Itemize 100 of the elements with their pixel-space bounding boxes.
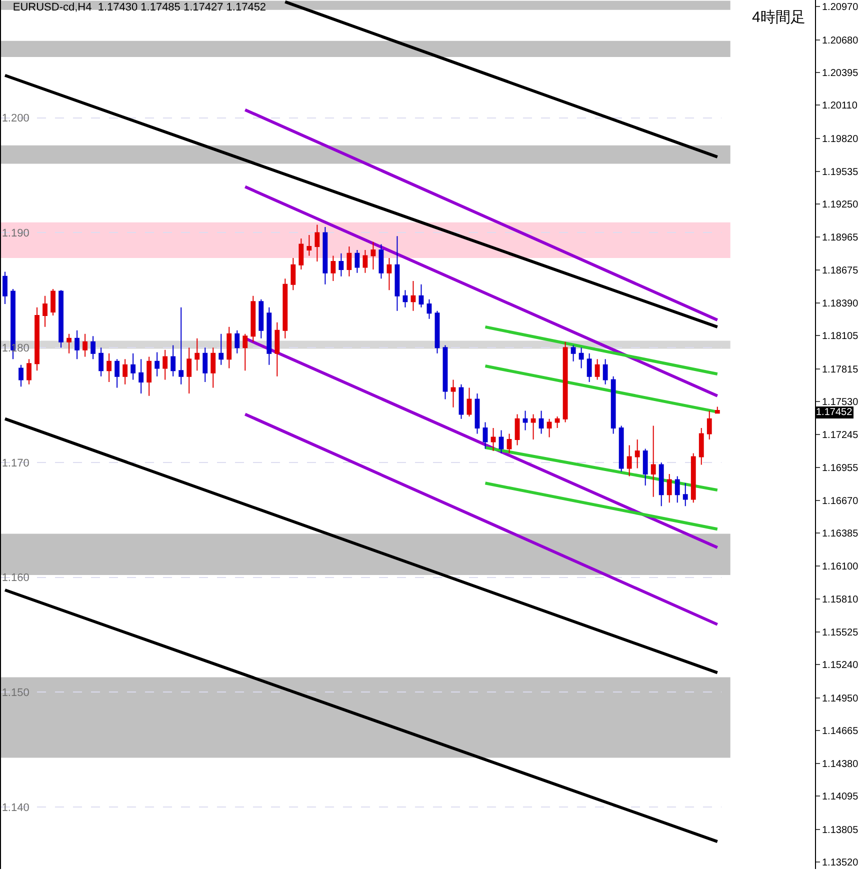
candlestick	[90, 336, 96, 360]
candlestick	[354, 249, 360, 274]
candlestick	[338, 252, 344, 277]
y2-tick-label: 1.20680	[822, 35, 859, 46]
candlestick	[594, 358, 600, 380]
candlestick	[658, 462, 664, 507]
candlestick	[626, 444, 632, 477]
y2-tick-label: 1.15525	[822, 627, 859, 638]
candlestick	[122, 358, 128, 385]
candlestick	[18, 364, 24, 388]
candlestick	[274, 322, 280, 377]
candlestick	[42, 295, 48, 328]
candlestick	[250, 295, 256, 342]
y2-tick-label: 1.19250	[822, 200, 859, 211]
candlestick	[482, 422, 488, 450]
candlestick	[402, 290, 408, 308]
candlestick	[322, 226, 328, 285]
candlestick	[650, 425, 656, 498]
candlestick	[634, 439, 640, 469]
candlestick	[514, 414, 520, 446]
y2-tick-label: 1.15240	[822, 660, 859, 672]
candlestick	[242, 333, 248, 372]
y2-tick-label: 1.13805	[822, 824, 859, 836]
candlestick	[186, 347, 192, 394]
y2-tick-label: 1.19535	[822, 166, 859, 178]
candlestick	[26, 358, 32, 385]
y2-tick-label: 1.16955	[822, 463, 859, 474]
candlestick	[578, 347, 584, 369]
candlestick	[138, 358, 144, 394]
candlestick	[610, 376, 616, 434]
candlestick	[618, 425, 624, 472]
candlestick	[314, 224, 320, 262]
candlestick	[466, 387, 472, 418]
y2-tick-label: 1.18965	[822, 232, 859, 244]
candlestick	[170, 344, 176, 377]
y2-tick-label: 1.14950	[822, 693, 859, 704]
y2-tick-label: 1.18675	[822, 266, 859, 277]
y2-tick-label: 1.18390	[822, 298, 859, 310]
candlestick	[442, 344, 448, 400]
candlestick	[698, 428, 704, 466]
candlestick	[130, 352, 136, 380]
candlestick	[82, 333, 88, 358]
candlestick	[506, 433, 512, 454]
candlestick	[98, 347, 104, 377]
candlestick	[546, 418, 552, 438]
candlestick	[522, 410, 528, 431]
y2-tick-label: 1.14380	[822, 758, 859, 770]
candlestick	[178, 306, 184, 385]
y2-tick-label: 1.17245	[822, 430, 859, 441]
y2-tick-label: 1.17815	[822, 364, 859, 376]
candlestick	[146, 356, 152, 396]
candlestick	[674, 476, 680, 504]
candlestick	[362, 249, 368, 274]
candlestick	[346, 246, 352, 277]
candlestick	[282, 278, 288, 339]
y-tick-label: 1.190	[2, 228, 30, 240]
candlestick	[378, 244, 384, 280]
candlestick	[666, 473, 672, 504]
candlestick	[394, 236, 400, 312]
candlestick	[434, 310, 440, 354]
candlestick	[418, 284, 424, 308]
y2-tick-label: 1.15810	[822, 594, 859, 606]
candlestick	[234, 330, 240, 354]
candlestick	[426, 298, 432, 320]
candlestick	[490, 428, 496, 452]
y2-tick-label: 1.20395	[822, 68, 859, 79]
candlestick	[690, 452, 696, 504]
candlestick	[258, 298, 264, 339]
candlestick	[570, 344, 576, 362]
y2-tick-label: 1.14665	[822, 726, 859, 738]
candlestick	[714, 406, 720, 414]
candlestick	[34, 306, 40, 372]
chart-title: EURUSD-cd,H4 1.17430 1.17485 1.17427 1.17452	[12, 1, 266, 14]
candlestick	[298, 238, 304, 270]
candlestick	[530, 414, 536, 440]
candlestick	[554, 416, 560, 429]
candlestick	[162, 349, 168, 380]
candlestick	[226, 326, 232, 369]
y2-tick-label: 1.14095	[822, 792, 859, 803]
text: 4時間足	[752, 9, 806, 26]
candlestick	[266, 306, 272, 366]
candlestick	[330, 255, 336, 282]
candlestick	[458, 384, 464, 420]
candlestick	[562, 341, 568, 423]
y2-tick-label: 1.20970	[822, 2, 859, 13]
y2-tick-label: 1.16670	[822, 496, 859, 507]
y2-tick-label: 1.19820	[822, 134, 859, 146]
candlestick	[602, 358, 608, 385]
candlestick	[706, 410, 712, 440]
candlestick	[306, 234, 312, 256]
y2-tick-label: 1.18105	[822, 331, 859, 342]
candlestick	[586, 352, 592, 383]
candlestick	[370, 241, 376, 270]
candlestick	[218, 333, 224, 366]
candlestick	[2, 271, 8, 304]
y-tick-label: 1.140	[2, 802, 30, 814]
candlestick	[290, 258, 296, 291]
candlestick	[474, 393, 480, 434]
candlestick	[410, 280, 416, 312]
candlestick	[682, 482, 688, 507]
